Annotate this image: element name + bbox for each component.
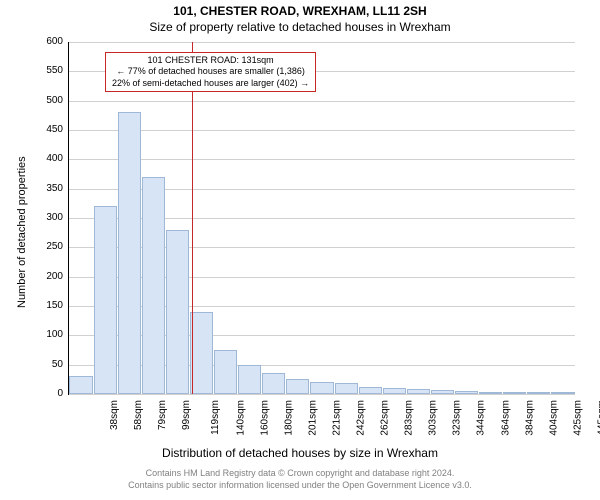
- plot-area: 05010015020025030035040045050055060038sq…: [68, 42, 575, 395]
- histogram-bar: [94, 206, 117, 394]
- histogram-bar: [383, 388, 406, 394]
- y-tick-label: 100: [29, 329, 63, 340]
- x-tick-label: 323sqm: [452, 400, 463, 436]
- histogram-bar: [359, 387, 382, 394]
- x-tick-label: 242sqm: [356, 400, 367, 436]
- x-tick-label: 445sqm: [597, 400, 600, 436]
- x-tick-label: 364sqm: [500, 400, 511, 436]
- y-tick-label: 150: [29, 300, 63, 311]
- x-tick-label: 425sqm: [572, 400, 583, 436]
- reference-line: [192, 42, 193, 394]
- histogram-bar: [69, 376, 92, 394]
- y-tick-label: 300: [29, 212, 63, 223]
- gridline: [69, 159, 575, 160]
- histogram-bar: [166, 230, 189, 394]
- y-tick-label: 200: [29, 271, 63, 282]
- chart-title-line1: 101, CHESTER ROAD, WREXHAM, LL11 2SH: [0, 4, 600, 18]
- x-tick-label: 58sqm: [133, 400, 144, 430]
- x-tick-label: 180sqm: [283, 400, 294, 436]
- histogram-bar: [335, 383, 358, 394]
- x-tick-label: 404sqm: [548, 400, 559, 436]
- y-tick-label: 350: [29, 183, 63, 194]
- y-tick-label: 450: [29, 124, 63, 135]
- histogram-bar: [551, 392, 574, 394]
- gridline: [69, 130, 575, 131]
- x-tick-label: 303sqm: [428, 400, 439, 436]
- x-tick-label: 221sqm: [331, 400, 342, 436]
- x-tick-label: 283sqm: [404, 400, 415, 436]
- histogram-bar: [286, 379, 309, 394]
- x-tick-label: 384sqm: [524, 400, 535, 436]
- x-tick-label: 140sqm: [235, 400, 246, 436]
- histogram-bar: [431, 390, 454, 394]
- histogram-bar: [310, 382, 333, 394]
- y-tick-label: 400: [29, 153, 63, 164]
- y-tick-label: 500: [29, 95, 63, 106]
- histogram-bar: [214, 350, 237, 394]
- histogram-bar: [479, 392, 502, 394]
- annotation-line: 101 CHESTER ROAD: 131sqm: [112, 55, 309, 66]
- y-tick-label: 600: [29, 36, 63, 47]
- x-tick-label: 344sqm: [476, 400, 487, 436]
- y-axis-label: Number of detached properties: [16, 156, 28, 308]
- x-tick-label: 262sqm: [380, 400, 391, 436]
- x-tick-label: 99sqm: [181, 400, 192, 430]
- x-tick-label: 79sqm: [157, 400, 168, 430]
- y-tick-label: 50: [29, 359, 63, 370]
- gridline: [69, 101, 575, 102]
- x-axis-label: Distribution of detached houses by size …: [0, 446, 600, 460]
- x-tick-label: 201sqm: [307, 400, 318, 436]
- chart-title-line2: Size of property relative to detached ho…: [0, 20, 600, 34]
- footer-line2: Contains public sector information licen…: [0, 480, 600, 490]
- histogram-bar: [527, 392, 550, 394]
- histogram-bar: [118, 112, 141, 394]
- page-root: 101, CHESTER ROAD, WREXHAM, LL11 2SH Siz…: [0, 0, 600, 500]
- x-tick-label: 38sqm: [109, 400, 120, 430]
- annotation-box: 101 CHESTER ROAD: 131sqm← 77% of detache…: [105, 52, 316, 92]
- histogram-bar: [407, 389, 430, 394]
- histogram-bar: [503, 392, 526, 394]
- histogram-bar: [238, 365, 261, 394]
- y-tick-label: 550: [29, 65, 63, 76]
- x-tick-label: 160sqm: [259, 400, 270, 436]
- histogram-bar: [190, 312, 213, 394]
- y-tick-label: 0: [29, 388, 63, 399]
- gridline: [69, 42, 575, 43]
- annotation-line: 22% of semi-detached houses are larger (…: [112, 78, 309, 89]
- histogram-bar: [262, 373, 285, 394]
- histogram-bar: [455, 391, 478, 394]
- x-tick-label: 119sqm: [210, 400, 221, 435]
- annotation-line: ← 77% of detached houses are smaller (1,…: [112, 66, 309, 77]
- y-tick-label: 250: [29, 241, 63, 252]
- histogram-bar: [142, 177, 165, 394]
- footer-line1: Contains HM Land Registry data © Crown c…: [0, 468, 600, 478]
- gridline: [69, 394, 575, 395]
